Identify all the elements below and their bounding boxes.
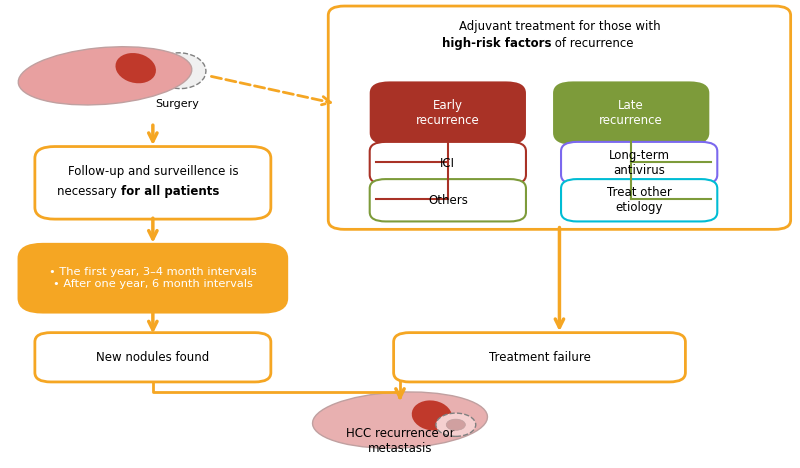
- Ellipse shape: [154, 53, 206, 88]
- Text: Treat other
etiology: Treat other etiology: [606, 186, 672, 214]
- Ellipse shape: [412, 401, 452, 431]
- FancyBboxPatch shape: [35, 146, 271, 219]
- Text: ICI: ICI: [440, 157, 455, 169]
- Ellipse shape: [18, 47, 192, 105]
- FancyBboxPatch shape: [35, 333, 271, 382]
- Circle shape: [436, 413, 476, 436]
- FancyBboxPatch shape: [561, 179, 718, 221]
- Text: for all patients: for all patients: [121, 185, 219, 197]
- Ellipse shape: [313, 392, 487, 448]
- FancyBboxPatch shape: [328, 6, 790, 229]
- Circle shape: [446, 419, 466, 430]
- FancyBboxPatch shape: [19, 244, 286, 312]
- FancyBboxPatch shape: [561, 142, 718, 184]
- Text: Follow-up and surveillence is: Follow-up and surveillence is: [67, 165, 238, 178]
- Text: Early
recurrence: Early recurrence: [416, 99, 480, 127]
- Text: high-risk factors: high-risk factors: [442, 37, 551, 50]
- Text: Surgery: Surgery: [155, 99, 198, 109]
- Ellipse shape: [115, 53, 156, 83]
- Text: Adjuvant treatment for those with: Adjuvant treatment for those with: [458, 21, 660, 34]
- FancyBboxPatch shape: [553, 81, 710, 145]
- Text: HCC recurrence or
metastasis: HCC recurrence or metastasis: [346, 427, 454, 455]
- Text: • The first year, 3–4 month intervals
• After one year, 6 month intervals: • The first year, 3–4 month intervals • …: [49, 267, 257, 289]
- Text: of recurrence: of recurrence: [551, 37, 634, 50]
- FancyBboxPatch shape: [370, 142, 526, 184]
- Text: New nodules found: New nodules found: [96, 351, 210, 364]
- Text: Late
recurrence: Late recurrence: [599, 99, 663, 127]
- Text: Treatment failure: Treatment failure: [489, 351, 590, 364]
- FancyBboxPatch shape: [370, 179, 526, 221]
- Text: Others: Others: [428, 194, 468, 207]
- FancyBboxPatch shape: [394, 333, 686, 382]
- Text: necessary: necessary: [58, 185, 121, 197]
- Text: Long-term
antivirus: Long-term antivirus: [609, 149, 670, 177]
- FancyBboxPatch shape: [370, 81, 526, 145]
